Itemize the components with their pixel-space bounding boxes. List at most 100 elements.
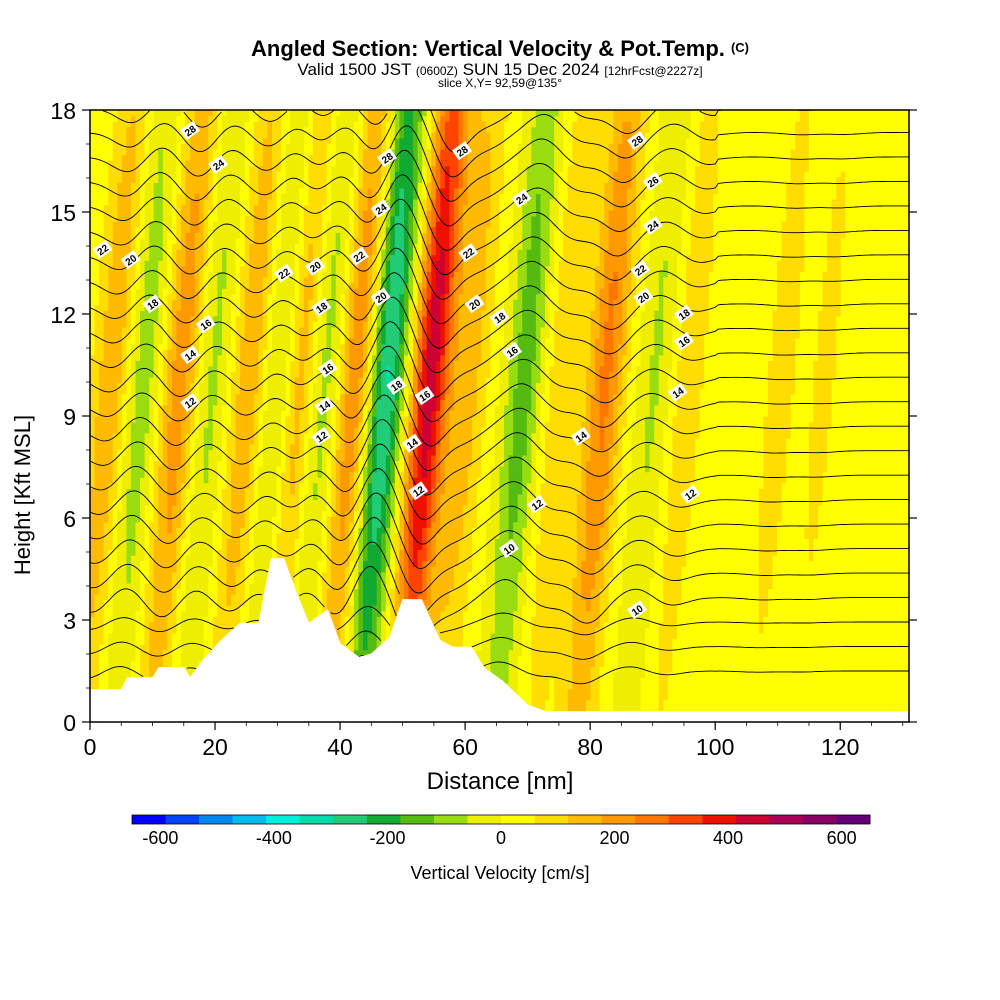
y-axis-label: Height [Kft MSL] xyxy=(10,370,36,620)
contour-label: 28 xyxy=(377,148,397,168)
contour-label: 20 xyxy=(305,256,326,276)
pot-temp-contour xyxy=(89,125,909,202)
y-tick-label: 3 xyxy=(63,608,76,634)
colorbar-tick-label: -400 xyxy=(256,828,292,848)
pot-temp-contour xyxy=(89,272,909,349)
x-tick-label: 0 xyxy=(84,734,97,760)
contour-label: 12 xyxy=(408,481,429,501)
pot-temp-contour xyxy=(89,630,909,660)
colorbar: -600 -400 -200 0 200 400 600 xyxy=(131,814,871,848)
y-tick-label: 9 xyxy=(63,404,76,430)
colorbar-swatch xyxy=(366,815,401,824)
contour-label: 24 xyxy=(642,216,663,236)
contour-label: 22 xyxy=(348,246,369,266)
colorbar-swatch xyxy=(802,815,837,824)
colorbar-swatch xyxy=(568,815,603,824)
contour-label: 22 xyxy=(92,239,113,259)
valid-date: SUN 15 Dec 2024 xyxy=(463,60,600,79)
contour-label: 28 xyxy=(180,120,200,140)
pot-temp-contour xyxy=(89,492,909,570)
slice-info: slice X,Y= 92,59@135° xyxy=(0,76,1000,90)
pot-temp-contour xyxy=(89,468,909,545)
x-tick-label: 100 xyxy=(696,734,734,760)
pot-temp-contour xyxy=(89,223,909,300)
contour-label: 20 xyxy=(370,287,391,307)
contour-label: 12 xyxy=(680,484,701,504)
contour-label: 10 xyxy=(627,600,647,620)
pot-temp-contour xyxy=(89,443,909,521)
colorbar-swatch xyxy=(299,815,334,824)
contour-label: 16 xyxy=(317,358,338,378)
colorbar-swatch xyxy=(266,815,301,824)
colorbar-swatch xyxy=(836,815,871,824)
colorbar-tick-label: 600 xyxy=(827,828,857,848)
colorbar-tick-label: 400 xyxy=(713,828,743,848)
contour-label: 18 xyxy=(489,307,510,327)
pot-temp-contour xyxy=(89,605,909,636)
chart-title: Angled Section: Vertical Velocity & Pot.… xyxy=(0,36,1000,62)
y-tick-label: 0 xyxy=(63,710,76,736)
colorbar-swatch xyxy=(735,815,770,824)
contour-label: 28 xyxy=(452,141,472,161)
pot-temp-contour xyxy=(89,345,909,423)
pot-temp-contour xyxy=(89,247,909,325)
contour-label: 18 xyxy=(311,297,332,317)
contour-label: 14 xyxy=(314,396,335,416)
colorbar-tick-label: -600 xyxy=(142,828,178,848)
valid-prefix: Valid 1500 JST xyxy=(297,60,411,79)
contour-label: 12 xyxy=(180,392,200,412)
y-tick-label: 12 xyxy=(50,302,76,328)
contour-label: 18 xyxy=(142,294,163,314)
colorbar-swatch xyxy=(433,815,468,824)
colorbar-swatch xyxy=(601,815,636,824)
x-tick-label: 60 xyxy=(452,734,478,760)
valid-time-line: Valid 1500 JST (0600Z) SUN 15 Dec 2024 [… xyxy=(0,60,1000,80)
forecast-tag: [12hrFcst@2227z] xyxy=(604,64,702,78)
contour-label: 18 xyxy=(673,304,694,324)
y-tick-label: 15 xyxy=(50,200,76,226)
contour-label: 12 xyxy=(311,426,332,446)
colorbar-swatch xyxy=(232,815,267,824)
colorbar-swatch xyxy=(165,815,200,824)
pot-temp-contour xyxy=(89,109,909,178)
colorbar-swatch xyxy=(702,815,737,824)
contour-label: 22 xyxy=(630,260,651,280)
y-axis: 0 3 6 9 12 15 18 xyxy=(50,98,917,736)
contour-label: 12 xyxy=(527,494,547,514)
colorbar-swatch xyxy=(333,815,368,824)
contour-label: 10 xyxy=(498,539,519,559)
contour-label: 20 xyxy=(464,294,485,314)
contour-label: 22 xyxy=(458,243,479,263)
chart-title-text: Angled Section: Vertical Velocity & Pot.… xyxy=(251,36,725,61)
valid-utc: (0600Z) xyxy=(416,64,458,78)
contour-label: 24 xyxy=(511,188,532,208)
pot-temp-contour xyxy=(89,198,909,276)
contour-label: 16 xyxy=(414,386,435,406)
colorbar-swatch xyxy=(635,815,670,824)
pot-temp-contour xyxy=(89,419,909,496)
colorbar-tick-label: 200 xyxy=(600,828,630,848)
x-tick-label: 20 xyxy=(202,734,228,760)
x-tick-label: 40 xyxy=(327,734,353,760)
colorbar-swatch xyxy=(132,815,167,824)
contour-label: 24 xyxy=(208,154,229,174)
contour-label: 20 xyxy=(633,287,654,307)
contour-label: 14 xyxy=(570,426,591,446)
colorbar-title: Vertical Velocity [cm/s] xyxy=(0,863,1000,884)
colorbar-frame xyxy=(131,814,871,825)
contour-label: 16 xyxy=(502,341,522,361)
y-tick-label: 6 xyxy=(63,506,76,532)
colorbar-swatch xyxy=(400,815,435,824)
colorbar-swatch xyxy=(769,815,804,824)
x-axis-label: Distance [nm] xyxy=(0,768,1000,796)
colorbar-swatch xyxy=(534,815,569,824)
contour-label: 14 xyxy=(667,382,688,402)
pot-temp-contour xyxy=(89,296,909,374)
contour-label: 14 xyxy=(180,345,200,365)
pot-temp-contour xyxy=(89,566,909,627)
contour-label: 26 xyxy=(642,171,663,191)
contour-label: 16 xyxy=(673,331,694,351)
velocity-field xyxy=(90,110,910,723)
contour-label: 24 xyxy=(370,199,391,219)
colorbar-swatch xyxy=(467,815,502,824)
